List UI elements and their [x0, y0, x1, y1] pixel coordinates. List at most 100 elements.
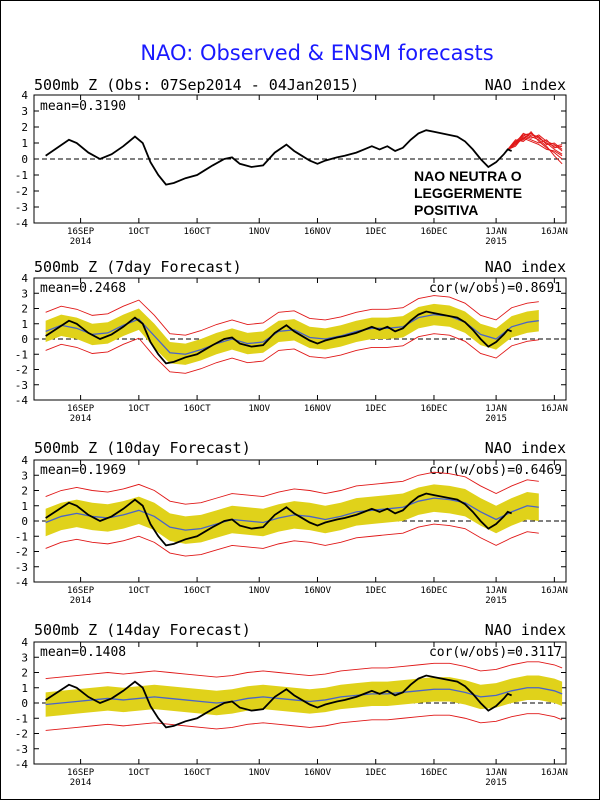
x-tick-label: 1OCT: [128, 227, 150, 237]
ensemble-upper-envelope: [45, 661, 563, 680]
x-tick-label: 16DEC: [420, 404, 447, 414]
y-tick-label: -3: [15, 201, 28, 214]
panel-marks: [34, 471, 566, 557]
ensemble-spread-band: [45, 484, 539, 544]
ensemble-upper-envelope: [45, 295, 539, 336]
x-tick-label: 16SEP: [67, 586, 95, 596]
y-tick-label: 3: [21, 651, 28, 664]
panel-mean-stat: mean=0.2468: [40, 281, 126, 296]
figure-title: NAO: Observed & ENSM forecasts: [140, 41, 493, 65]
x-tick-label: 16JAN: [541, 768, 568, 778]
ensemble-upper-envelope: [45, 471, 539, 505]
panel-7day-forecast: 500mb Z (7day Forecast) NAO index mean=0…: [15, 258, 568, 424]
ensemble-spread-band: [45, 675, 563, 717]
x-tick-label: 16OCT: [184, 227, 212, 237]
y-tick-label: -2: [15, 364, 28, 377]
y-tick-label: -3: [15, 561, 28, 574]
x-tick-year-label: 2014: [70, 778, 92, 788]
x-tick-year-label: 2014: [70, 237, 92, 247]
y-tick-label: 2: [21, 303, 28, 316]
y-tick-label: 4: [21, 454, 28, 467]
panel-marks: [34, 661, 566, 731]
y-tick-label: 3: [21, 105, 28, 118]
x-tick-label: 16SEP: [67, 404, 95, 414]
x-tick-label: 16SEP: [67, 227, 95, 237]
y-tick-label: -4: [15, 217, 29, 230]
y-tick-label: -4: [15, 576, 29, 589]
y-tick-label: 2: [21, 485, 28, 498]
panel-right-label: NAO index: [485, 76, 566, 94]
x-tick-label: 1DEC: [365, 768, 387, 778]
x-tick-label: 1NOV: [248, 227, 270, 237]
ensemble-lower-envelope: [45, 333, 539, 374]
ensemble-lower-envelope: [45, 713, 563, 731]
y-tick-label: -4: [15, 758, 29, 771]
panel-right-label: NAO index: [485, 258, 566, 276]
annotation-line-3: POSITIVA: [414, 202, 478, 218]
annotation-line-2: LEGGERMENTE: [414, 185, 522, 201]
x-tick-label: 1DEC: [365, 586, 387, 596]
x-tick-year-label: 2015: [485, 778, 507, 788]
panel-mean-stat: mean=0.3190: [40, 99, 126, 114]
panel-marks: [34, 129, 566, 186]
y-tick-label: -2: [15, 546, 28, 559]
ensemble-lower-envelope: [45, 523, 539, 557]
y-tick-label: 3: [21, 469, 28, 482]
x-tick-label: 1OCT: [128, 768, 150, 778]
panel-10day-forecast: 500mb Z (10day Forecast) NAO index mean=…: [15, 439, 568, 606]
y-tick-label: 4: [21, 272, 28, 285]
panel-right-label: NAO index: [485, 621, 566, 639]
x-tick-label: 16NOV: [304, 586, 332, 596]
panel-corr-stat: cor(w/obs)=0.6469: [429, 463, 562, 478]
observed-nao-line: [45, 129, 512, 186]
x-tick-label: 16OCT: [184, 768, 212, 778]
ensemble-mean-line: [45, 687, 563, 706]
y-tick-label: 1: [21, 500, 28, 513]
panel-mean-stat: mean=0.1969: [40, 463, 126, 478]
panel-right-label: NAO index: [485, 439, 566, 457]
x-tick-year-label: 2014: [70, 596, 92, 606]
x-tick-label: 1JAN: [485, 404, 507, 414]
y-tick-label: 1: [21, 682, 28, 695]
x-tick-label: 16JAN: [541, 227, 568, 237]
y-tick-label: -1: [15, 348, 28, 361]
x-tick-label: 1JAN: [485, 586, 507, 596]
panel-marks: [34, 295, 566, 374]
x-tick-label: 16NOV: [304, 227, 332, 237]
y-tick-label: 0: [21, 515, 28, 528]
panel-title: 500mb Z (Obs: 07Sep2014 - 04Jan2015): [34, 76, 359, 94]
annotation-line-1: NAO NEUTRA O: [414, 168, 522, 184]
x-tick-label: 1DEC: [365, 227, 387, 237]
panel-title: 500mb Z (10day Forecast): [34, 439, 251, 457]
x-tick-label: 1OCT: [128, 404, 150, 414]
x-tick-label: 16SEP: [67, 768, 95, 778]
x-tick-label: 16OCT: [184, 586, 212, 596]
forecast-member-line: [507, 135, 563, 150]
panel-corr-stat: cor(w/obs)=0.3117: [429, 645, 562, 660]
panel-title: 500mb Z (14day Forecast): [34, 621, 251, 639]
x-tick-label: 16NOV: [304, 768, 332, 778]
y-tick-label: 2: [21, 667, 28, 680]
y-tick-label: 1: [21, 318, 28, 331]
y-tick-label: 0: [21, 153, 28, 166]
y-tick-label: -3: [15, 379, 28, 392]
panel-observed: 500mb Z (Obs: 07Sep2014 - 04Jan2015) NAO…: [15, 76, 568, 247]
forecast-member-line: [507, 137, 563, 157]
y-tick-label: 4: [21, 89, 28, 102]
observed-nao-line: [45, 492, 512, 547]
x-tick-label: 16OCT: [184, 404, 212, 414]
x-tick-year-label: 2015: [485, 596, 507, 606]
x-tick-label: 16JAN: [541, 404, 568, 414]
x-tick-label: 16NOV: [304, 404, 332, 414]
y-tick-label: -1: [15, 530, 28, 543]
x-tick-label: 16DEC: [420, 586, 447, 596]
x-tick-year-label: 2015: [485, 414, 507, 424]
y-tick-label: -4: [15, 394, 29, 407]
x-tick-label: 1OCT: [128, 586, 150, 596]
y-tick-label: -1: [15, 169, 28, 182]
y-tick-label: 4: [21, 636, 28, 649]
